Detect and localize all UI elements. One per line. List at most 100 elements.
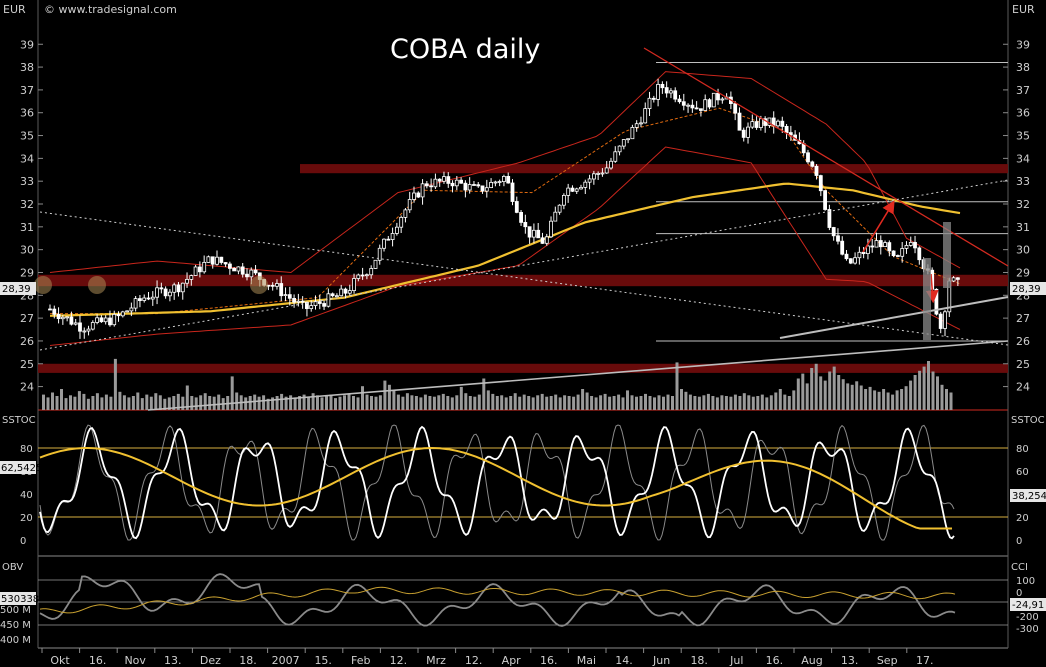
last-value-text-left: 28,39: [2, 284, 31, 295]
candle-body: [711, 92, 716, 108]
candle-body: [823, 190, 827, 210]
volume-bar: [428, 396, 432, 410]
x-axis: Okt 16. Nov 13. Dez 18. 2007 15. Feb 12. Mrz 12. Apr…: [41, 648, 934, 667]
price-tick-label-right: 24: [1016, 381, 1030, 394]
candle-body: [604, 167, 609, 174]
candle-body: [125, 310, 129, 313]
candles: [48, 78, 960, 339]
candle-body: [690, 104, 695, 109]
volume-bar: [585, 392, 589, 410]
obv-line: [39, 586, 956, 614]
volume-bar: [891, 394, 895, 410]
resistance-band: [38, 363, 1008, 373]
candle-body: [403, 209, 408, 218]
candle-body: [467, 184, 472, 191]
candle-body: [527, 226, 532, 238]
volume-bar: [419, 397, 423, 410]
price-tick-label-right: 31: [1016, 221, 1030, 234]
candle-body: [891, 250, 896, 256]
volume-bar: [203, 393, 207, 410]
candle-body: [390, 232, 395, 240]
candle-body: [544, 236, 549, 244]
stoch-tick-label-left: 20: [20, 513, 33, 524]
volume-bar: [131, 396, 135, 410]
candle-body: [412, 192, 416, 200]
candle-body: [454, 179, 459, 187]
moving-averages: [49, 107, 961, 317]
candle-body: [506, 175, 511, 184]
candle-body: [519, 211, 523, 223]
bollinger-lower: [49, 146, 961, 346]
candle-body: [570, 187, 575, 192]
candle-body: [549, 220, 553, 238]
volume-bar: [688, 394, 692, 410]
volume-bar: [280, 393, 284, 410]
volume-bar: [662, 396, 665, 410]
candle-body: [108, 317, 112, 326]
volume-bar: [581, 389, 585, 410]
candle-body: [373, 259, 378, 269]
candle-body: [536, 229, 541, 239]
candle-body: [189, 275, 194, 280]
cci-tick-label: 0: [1016, 588, 1022, 599]
volume-bar: [715, 397, 719, 410]
volume-bar: [918, 370, 922, 410]
volume-bar: [212, 396, 216, 410]
volume-bar: [118, 391, 122, 410]
volume-bar: [756, 396, 760, 410]
candle-body: [236, 266, 241, 272]
stochastic-lines: 808060604040202000: [20, 424, 1029, 547]
candle-body: [369, 268, 374, 276]
volume-bar: [311, 393, 315, 410]
volume-bar: [832, 366, 836, 410]
trendline-white-dotted-up: [39, 179, 1009, 351]
candle-body: [878, 240, 883, 248]
candle-body: [759, 118, 763, 128]
volume-bar: [100, 397, 104, 410]
volume-bar: [338, 396, 342, 410]
volume-bar: [742, 393, 746, 410]
volume-bar: [657, 395, 661, 410]
volume-bar: [113, 358, 117, 410]
volume-bar: [882, 389, 886, 410]
price-tick-label-right: 32: [1016, 198, 1030, 211]
x-tick-label: 14.: [615, 654, 633, 667]
x-tick-label: 16.: [766, 654, 784, 667]
volume-bar: [181, 396, 185, 410]
x-tick-label: Dez: [200, 654, 221, 667]
volume-bar: [612, 396, 616, 410]
obv-value-left: 530338: [0, 592, 39, 605]
candle-body: [844, 253, 849, 260]
volume-bar: [540, 393, 544, 410]
volume-bar: [257, 396, 261, 410]
obv-tick-label: 400 M: [0, 635, 31, 646]
volume-bar: [873, 390, 877, 410]
volume-bar: [545, 396, 549, 410]
candle-body: [630, 127, 635, 140]
stoch-tick-label-right: 20: [1016, 513, 1029, 524]
candle-body: [296, 300, 301, 303]
candle-body: [707, 99, 712, 108]
volume-bar: [576, 394, 580, 410]
volume-bar: [549, 396, 553, 410]
volume-bar: [787, 396, 791, 410]
candle-body: [720, 98, 725, 101]
ma-200: [49, 182, 961, 317]
candle-body: [219, 256, 224, 263]
volume-bar: [810, 368, 814, 410]
price-tick-label-left: 34: [20, 152, 34, 165]
candle-body: [900, 248, 905, 257]
volume-bar: [859, 385, 863, 410]
candle-body: [489, 181, 494, 188]
candle-body: [210, 256, 215, 265]
price-tick-label-left: 39: [20, 38, 34, 51]
candle-body: [116, 313, 121, 317]
volume-bar: [760, 394, 764, 410]
candle-body: [69, 316, 74, 325]
candle-body: [120, 311, 125, 317]
volume-bar: [864, 389, 868, 410]
candle-body: [73, 322, 78, 325]
volume-bar: [190, 396, 194, 410]
volume-bar: [122, 395, 126, 410]
x-tick-label: Jul: [729, 654, 743, 667]
